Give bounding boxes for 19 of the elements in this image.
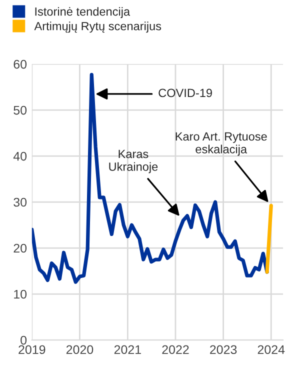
y-tick-label: 0 (20, 336, 27, 345)
legend-label: Artimųjų Rytų scenarijus (34, 22, 162, 33)
legend-label: Istorinė tendencija (35, 7, 130, 18)
y-tick-label: 50 (14, 106, 27, 115)
line-series (32, 72, 269, 284)
x-tick-label: 2023 (210, 345, 237, 354)
x-tick-label: 2019 (18, 345, 46, 354)
annotation: COVID-19 (158, 88, 212, 98)
y-tick-label: 40 (13, 152, 27, 161)
annotation: Karo Art. Rytuose eskalacija (176, 132, 267, 156)
annotation: Karas Ukrainoje (109, 150, 158, 174)
x-tick-label: 2024 (258, 345, 285, 354)
x-tick-label: 2020 (66, 345, 94, 354)
x-tick-label: 2021 (114, 345, 141, 354)
x-tick-label: 2022 (162, 345, 189, 354)
y-tick-label: 60 (14, 60, 27, 69)
y-tick-label: 10 (14, 290, 27, 299)
y-tick-label: 30 (14, 198, 27, 207)
y-tick-label: 20 (14, 244, 27, 253)
